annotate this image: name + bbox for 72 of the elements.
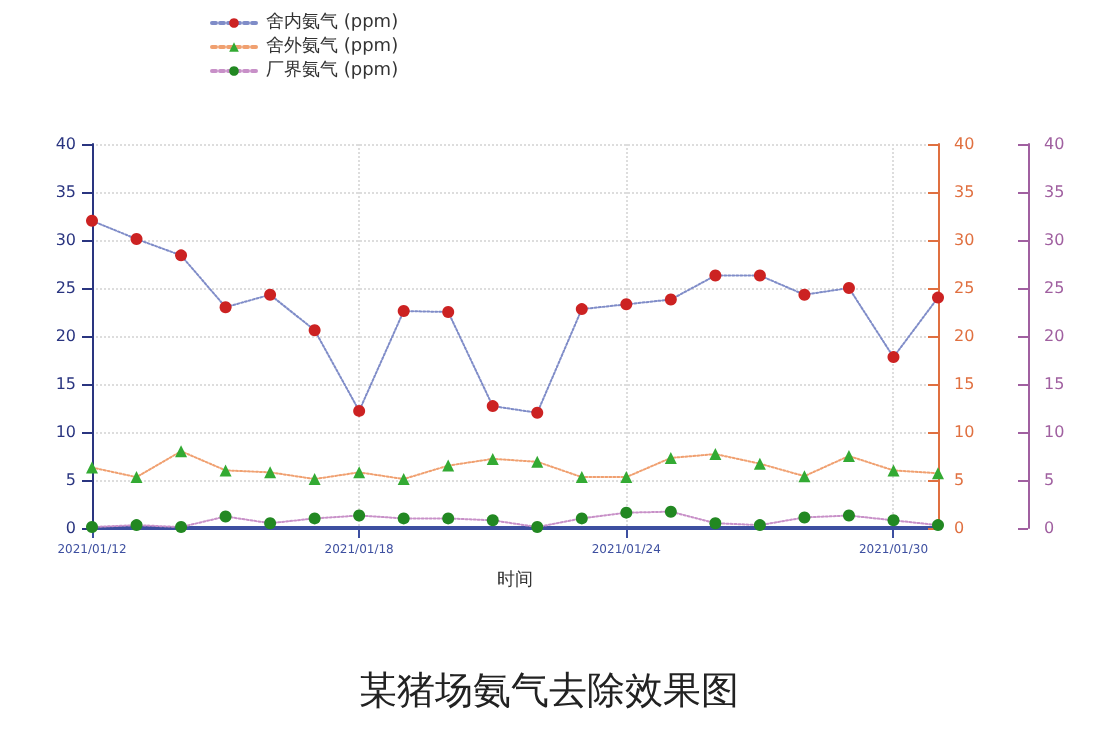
y3-tick-label: 5 — [65, 471, 76, 489]
point — [397, 305, 410, 318]
point — [887, 464, 900, 477]
y2-tick-label: 20 — [954, 327, 975, 345]
point — [308, 324, 321, 337]
y2-tick-label: 5 — [954, 471, 965, 489]
y-tick-label: 20 — [1044, 327, 1065, 345]
y-tick-label: 10 — [1044, 423, 1065, 441]
point — [709, 448, 722, 461]
y3-tick-label: 0 — [65, 519, 76, 537]
point — [486, 400, 499, 413]
point — [531, 406, 544, 419]
point — [842, 282, 855, 294]
point — [842, 450, 855, 462]
point — [575, 303, 588, 316]
y-tick-label: 30 — [1044, 231, 1065, 249]
point — [486, 452, 499, 465]
point — [531, 455, 544, 468]
y-tick-label: 0 — [1044, 519, 1055, 537]
point — [130, 233, 143, 246]
point — [308, 473, 321, 486]
point — [442, 459, 455, 472]
point — [664, 293, 677, 306]
y-tick-label: 5 — [1044, 471, 1055, 489]
y2-tick-label: 30 — [954, 231, 975, 249]
x-axis-title: 时间 — [497, 569, 533, 591]
point — [264, 466, 277, 479]
y3-tick-label: 35 — [55, 183, 76, 201]
y3-tick-label: 15 — [55, 375, 76, 393]
point — [130, 471, 143, 484]
y3-tick-label: 10 — [55, 423, 76, 441]
y2-tick-label: 15 — [954, 375, 975, 393]
point — [442, 306, 455, 318]
point — [798, 470, 811, 483]
y2-tick-label: 40 — [954, 135, 975, 153]
point — [753, 457, 766, 470]
point — [86, 461, 98, 474]
legend-label: 厂界氨气 (ppm) — [266, 59, 399, 81]
point — [932, 291, 944, 304]
y-tick-label: 35 — [1044, 183, 1065, 201]
y2-tick-label: 25 — [954, 279, 975, 297]
point — [575, 471, 588, 484]
y-tick-label: 25 — [1044, 279, 1065, 297]
point — [664, 451, 677, 464]
point — [86, 214, 98, 227]
y3-tick-label: 20 — [55, 327, 76, 345]
y3-tick-label: 30 — [55, 231, 76, 249]
point — [887, 351, 900, 364]
point — [798, 288, 811, 301]
y2-tick-label: 35 — [954, 183, 975, 201]
y-tick-label: 15 — [1044, 375, 1065, 393]
text: 某猪场氨气去除效果图 — [359, 669, 739, 713]
legend-label: 舍外氨气 (ppm) — [266, 35, 399, 57]
point — [353, 466, 366, 479]
legend-label: 舍内氨气 (ppm) — [266, 11, 399, 33]
y-tick-label: 40 — [1044, 135, 1065, 153]
point — [753, 269, 766, 282]
point — [264, 288, 277, 301]
point — [219, 464, 232, 477]
point — [175, 249, 188, 262]
point — [709, 269, 722, 282]
point — [620, 298, 633, 311]
y2-tick-label: 0 — [954, 519, 965, 537]
point — [353, 404, 366, 417]
point — [175, 445, 188, 458]
point — [219, 301, 232, 314]
y3-tick-label: 25 — [55, 279, 76, 297]
point — [397, 473, 410, 486]
point — [932, 467, 944, 480]
y2-tick-label: 10 — [954, 423, 975, 441]
y3-tick-label: 40 — [55, 135, 76, 153]
point — [620, 471, 633, 484]
